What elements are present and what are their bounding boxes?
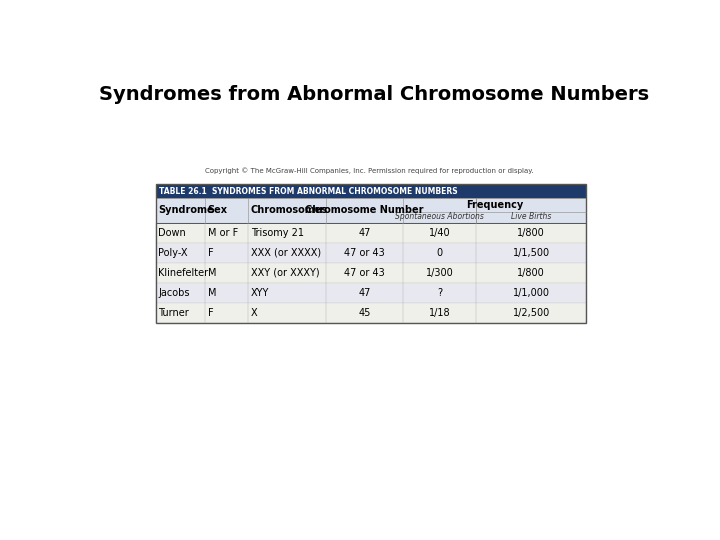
Text: Sex: Sex (207, 205, 228, 215)
Text: 47 or 43: 47 or 43 (344, 248, 385, 258)
Text: Frequency: Frequency (466, 200, 523, 210)
Text: XXX (or XXXX): XXX (or XXXX) (251, 248, 321, 258)
Text: 45: 45 (359, 308, 371, 318)
Text: 1/800: 1/800 (517, 228, 545, 238)
Text: Jacobs: Jacobs (158, 288, 189, 298)
Text: Syndromes from Abnormal Chromosome Numbers: Syndromes from Abnormal Chromosome Numbe… (99, 85, 649, 104)
Text: TABLE 26.1  SYNDROMES FROM ABNORMAL CHROMOSOME NUMBERS: TABLE 26.1 SYNDROMES FROM ABNORMAL CHROM… (159, 187, 458, 195)
Text: 1/300: 1/300 (426, 268, 454, 278)
Bar (156, 198, 586, 222)
Text: Klinefelter: Klinefelter (158, 268, 208, 278)
Bar (156, 184, 586, 323)
Text: 47: 47 (359, 288, 371, 298)
Text: XYY: XYY (251, 288, 269, 298)
Bar (156, 283, 586, 303)
Text: M or F: M or F (207, 228, 238, 238)
Text: 47 or 43: 47 or 43 (344, 268, 385, 278)
Text: 47: 47 (359, 228, 371, 238)
Text: 1/1,000: 1/1,000 (513, 288, 549, 298)
Bar (156, 242, 586, 262)
Text: 1/2,500: 1/2,500 (513, 308, 550, 318)
Text: Trisomy 21: Trisomy 21 (251, 228, 304, 238)
Bar (156, 262, 586, 283)
Text: ?: ? (437, 288, 442, 298)
Bar (156, 184, 586, 198)
Text: X: X (251, 308, 257, 318)
Text: M: M (207, 268, 216, 278)
Text: Turner: Turner (158, 308, 189, 318)
Text: F: F (207, 308, 213, 318)
Text: Down: Down (158, 228, 186, 238)
Text: Chromosome Number: Chromosome Number (305, 205, 424, 215)
Text: XXY (or XXXY): XXY (or XXXY) (251, 268, 319, 278)
Text: F: F (207, 248, 213, 258)
Bar (156, 222, 586, 242)
Text: 1/800: 1/800 (517, 268, 545, 278)
Text: Live Births: Live Births (511, 212, 552, 221)
Text: Copyright © The McGraw-Hill Companies, Inc. Permission required for reproduction: Copyright © The McGraw-Hill Companies, I… (204, 168, 534, 174)
Text: Chromosomes: Chromosomes (251, 205, 328, 215)
Text: 1/40: 1/40 (429, 228, 451, 238)
Text: 1/1,500: 1/1,500 (513, 248, 550, 258)
Text: 1/18: 1/18 (429, 308, 451, 318)
Text: Spontaneous Abortions: Spontaneous Abortions (395, 212, 484, 221)
Bar (156, 303, 586, 323)
Text: Syndrome: Syndrome (158, 205, 214, 215)
Text: M: M (207, 288, 216, 298)
Text: Poly-X: Poly-X (158, 248, 188, 258)
Text: 0: 0 (437, 248, 443, 258)
